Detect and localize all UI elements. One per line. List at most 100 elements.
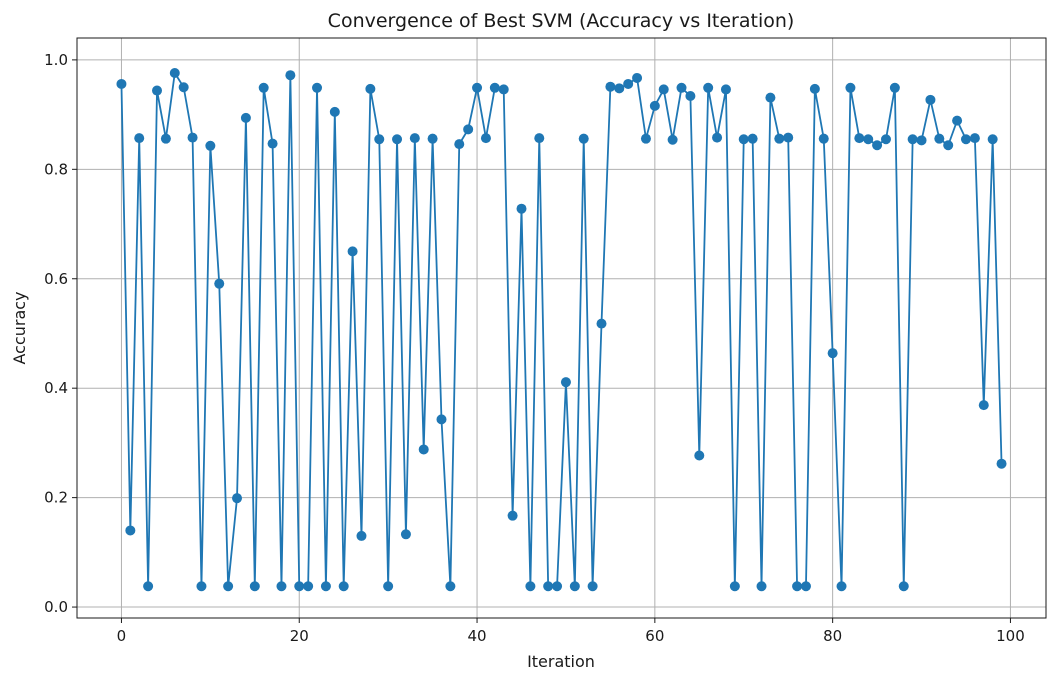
data-point xyxy=(569,581,580,592)
data-point xyxy=(960,134,971,145)
data-point xyxy=(712,132,723,143)
data-point xyxy=(614,83,625,94)
data-point xyxy=(152,85,163,96)
data-point xyxy=(729,581,740,592)
data-point xyxy=(312,82,323,93)
data-point xyxy=(187,132,198,143)
data-point xyxy=(240,112,251,123)
x-tick-label: 80 xyxy=(823,627,842,645)
y-tick-label: 0.4 xyxy=(44,379,68,397)
data-point xyxy=(356,530,367,541)
data-point xyxy=(276,581,287,592)
data-point xyxy=(783,132,794,143)
y-tick-label: 0.0 xyxy=(44,598,68,616)
data-point xyxy=(667,134,678,145)
data-point xyxy=(258,82,269,93)
x-tick-label: 100 xyxy=(996,627,1025,645)
y-tick-label: 0.2 xyxy=(44,489,68,507)
data-point xyxy=(427,133,438,144)
data-point xyxy=(320,581,331,592)
y-tick-label: 0.6 xyxy=(44,270,68,288)
data-point xyxy=(418,444,429,455)
data-point xyxy=(703,82,714,93)
data-point xyxy=(374,134,385,145)
data-point xyxy=(285,70,296,81)
data-point xyxy=(578,133,589,144)
series-line xyxy=(120,72,1003,588)
data-point xyxy=(232,493,243,504)
data-point xyxy=(169,68,180,79)
data-point xyxy=(249,581,260,592)
data-point xyxy=(338,581,349,592)
data-point xyxy=(480,133,491,144)
data-point xyxy=(863,134,874,145)
data-point xyxy=(365,83,376,94)
data-point xyxy=(978,400,989,411)
data-point xyxy=(827,348,838,359)
chart-title: Convergence of Best SVM (Accuracy vs Ite… xyxy=(328,10,795,32)
data-point xyxy=(409,133,420,144)
data-point xyxy=(694,450,705,461)
data-point xyxy=(623,78,634,89)
data-point xyxy=(605,81,616,92)
data-point xyxy=(143,581,154,592)
data-point xyxy=(383,581,394,592)
data-point xyxy=(498,84,509,95)
data-point xyxy=(872,140,883,151)
data-point xyxy=(560,377,571,388)
data-point xyxy=(676,82,687,93)
data-point xyxy=(525,581,536,592)
data-point xyxy=(205,140,216,151)
data-point xyxy=(294,581,305,592)
data-point xyxy=(943,140,954,151)
y-axis: 0.0 0.2 0.4 0.6 0.8 1.0 xyxy=(44,51,77,616)
data-point xyxy=(196,581,207,592)
data-point xyxy=(916,135,927,146)
data-point xyxy=(907,134,918,145)
plot-area-frame xyxy=(76,37,1047,619)
data-point xyxy=(934,133,945,144)
data-point xyxy=(516,203,527,214)
x-tick-label: 20 xyxy=(290,627,309,645)
data-point xyxy=(534,133,545,144)
data-point xyxy=(685,91,696,101)
data-point xyxy=(552,581,563,592)
y-tick-label: 1.0 xyxy=(44,51,68,69)
data-point xyxy=(214,278,225,289)
data-point xyxy=(809,83,820,94)
data-point xyxy=(747,133,758,144)
x-axis: 0 20 40 60 80 100 xyxy=(117,618,1025,645)
data-point xyxy=(658,84,669,95)
data-point xyxy=(952,115,963,126)
data-point xyxy=(774,133,785,144)
data-point xyxy=(116,78,127,89)
data-point xyxy=(845,82,856,93)
data-point xyxy=(818,133,829,144)
data-point xyxy=(178,82,189,93)
data-point xyxy=(854,133,865,144)
data-point xyxy=(800,581,811,592)
data-point xyxy=(987,134,998,145)
data-point xyxy=(472,82,483,93)
series-layer xyxy=(116,68,1007,592)
data-point xyxy=(792,581,803,592)
data-point xyxy=(738,134,749,145)
data-point xyxy=(649,100,660,111)
data-point xyxy=(392,134,403,145)
x-tick-label: 0 xyxy=(117,627,127,645)
data-point xyxy=(898,581,909,592)
data-point xyxy=(836,581,847,592)
data-point xyxy=(996,458,1007,469)
data-point xyxy=(329,106,340,117)
data-point xyxy=(400,529,411,540)
y-axis-label: Accuracy xyxy=(10,291,29,364)
x-tick-label: 40 xyxy=(467,627,486,645)
x-tick-label: 60 xyxy=(645,627,664,645)
grid xyxy=(77,38,1046,618)
data-point xyxy=(445,581,456,592)
y-tick-label: 0.8 xyxy=(44,160,68,178)
data-point xyxy=(160,133,171,144)
data-point xyxy=(632,72,643,83)
data-point xyxy=(134,133,145,144)
